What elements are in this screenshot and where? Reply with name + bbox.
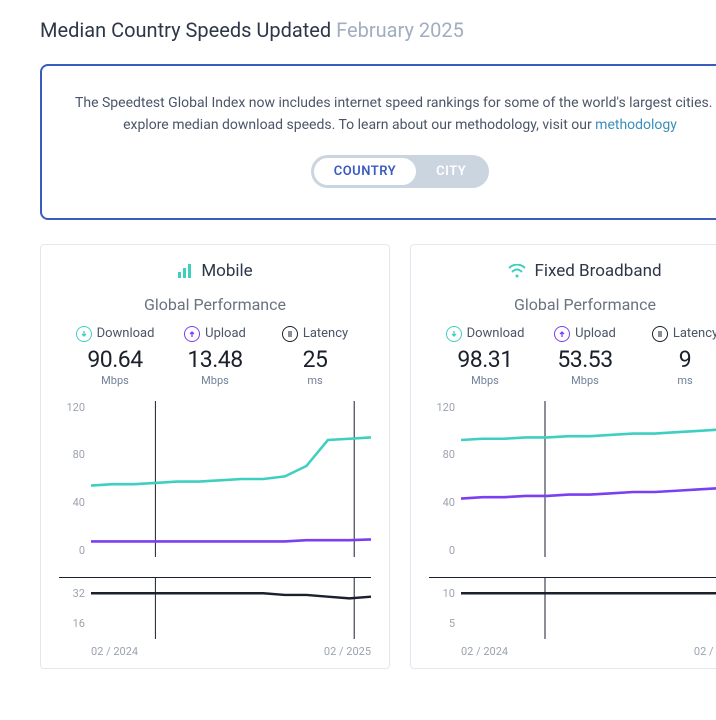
chart-main-mobile: 12080400 — [59, 401, 371, 571]
metric-download: Download 90.64 Mbps — [65, 326, 165, 387]
chart-latency-fixed: 105 — [429, 577, 716, 639]
metric-latency-value: 25 — [265, 346, 365, 373]
panel-title-fixed: Fixed Broadband — [429, 261, 716, 281]
chart-main-fixed: 12080400 — [429, 401, 716, 571]
info-box: The Speedtest Global Index now includes … — [40, 64, 716, 220]
title-date: February 2025 — [336, 18, 464, 42]
metric-upload: Upload 13.48 Mbps — [165, 326, 265, 387]
toggle-country[interactable]: COUNTRY — [314, 158, 416, 185]
metric-download-value: 90.64 — [65, 346, 165, 373]
metric-download-value: 98.31 — [435, 346, 535, 373]
title-prefix: Median Country Speeds Updated — [40, 18, 331, 42]
methodology-link[interactable]: methodology — [595, 117, 677, 133]
metric-latency-value: 9 — [635, 346, 716, 373]
panel-sub-mobile: Global Performance — [59, 295, 371, 314]
page-title: Median Country Speeds Updated February 2… — [40, 18, 716, 42]
metric-upload-value: 13.48 — [165, 346, 265, 373]
scope-toggle[interactable]: COUNTRY CITY — [311, 155, 490, 188]
panel-title-mobile: Mobile — [59, 261, 371, 281]
toggle-city[interactable]: CITY — [416, 158, 486, 185]
bars-icon — [177, 264, 193, 278]
panel-fixed: Fixed Broadband Global Performance Downl… — [410, 244, 716, 669]
chart-latency-mobile: 3216 — [59, 577, 371, 639]
xaxis-fixed: 02 / 202402 / 2025 — [429, 645, 716, 658]
metric-latency: Latency 25 ms — [265, 326, 365, 387]
panel-sub-fixed: Global Performance — [429, 295, 716, 314]
xaxis-mobile: 02 / 202402 / 2025 — [59, 645, 371, 658]
panel-mobile: Mobile Global Performance Download 90.64… — [40, 244, 390, 669]
metric-latency: Latency 9 ms — [635, 326, 716, 387]
info-text: The Speedtest Global Index now includes … — [72, 92, 716, 137]
metric-upload: Upload 53.53 Mbps — [535, 326, 635, 387]
metric-download: Download 98.31 Mbps — [435, 326, 535, 387]
metric-upload-value: 53.53 — [535, 346, 635, 373]
wifi-icon — [508, 264, 526, 278]
